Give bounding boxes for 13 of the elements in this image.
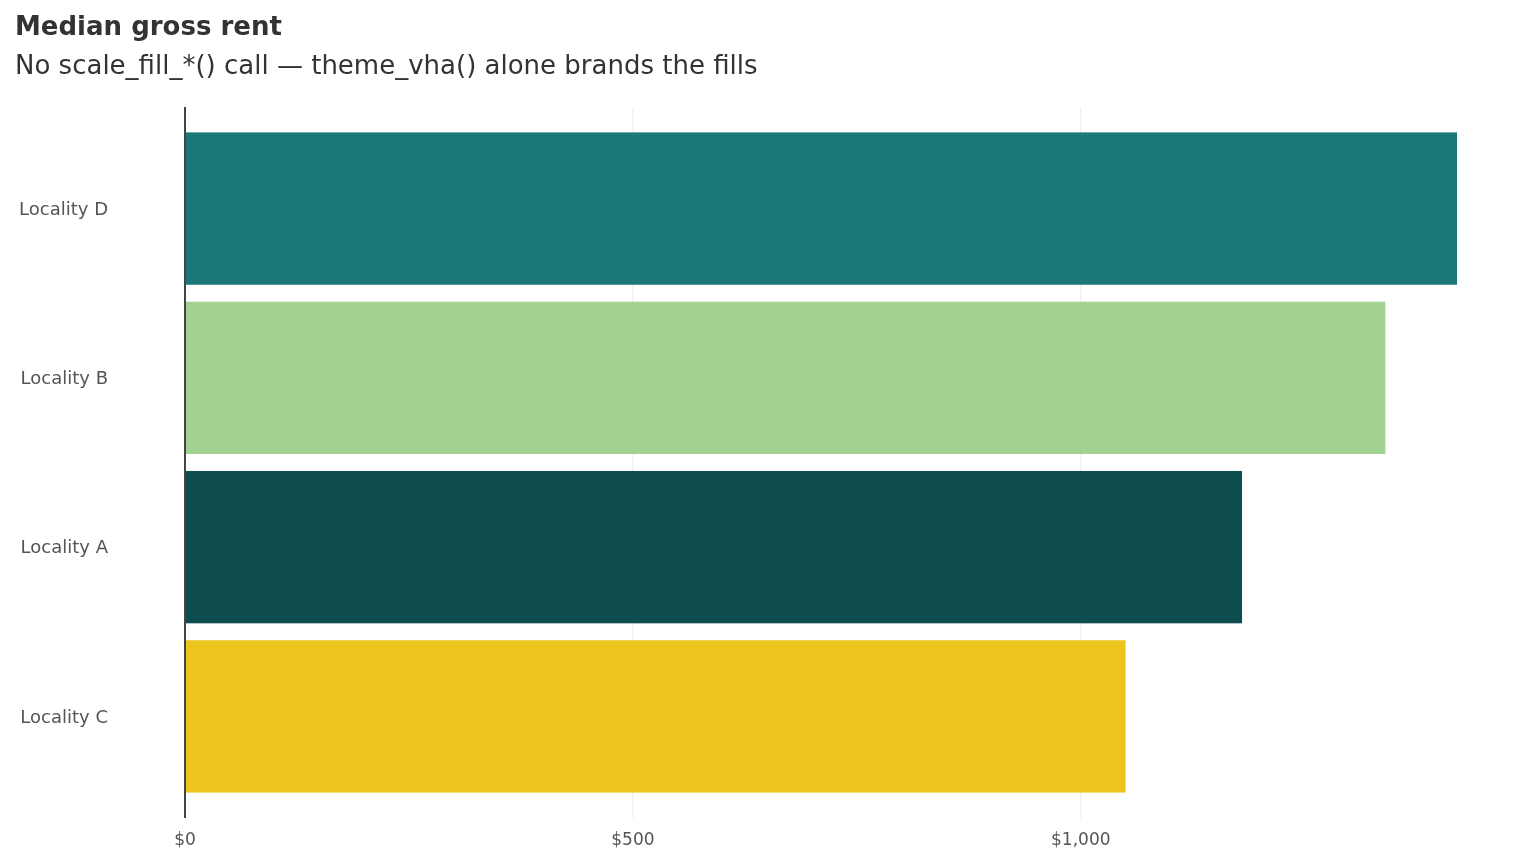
bar: [185, 132, 1457, 285]
bar: [185, 640, 1126, 793]
bar: [185, 301, 1386, 455]
y-tick-label: Locality D: [19, 197, 108, 219]
y-tick-label: Locality A: [20, 536, 109, 558]
chart-subtitle: No scale_fill_*() call — theme_vha() alone brands the fills: [15, 50, 758, 80]
x-tick-label: $0: [174, 829, 196, 849]
chart-title: Median gross rent: [15, 11, 282, 41]
x-tick-label: $500: [611, 829, 655, 849]
bar: [185, 470, 1243, 624]
x-tick-label: $1,000: [1051, 829, 1111, 849]
y-tick-label: Locality B: [20, 367, 108, 389]
y-tick-label: Locality C: [20, 705, 108, 727]
